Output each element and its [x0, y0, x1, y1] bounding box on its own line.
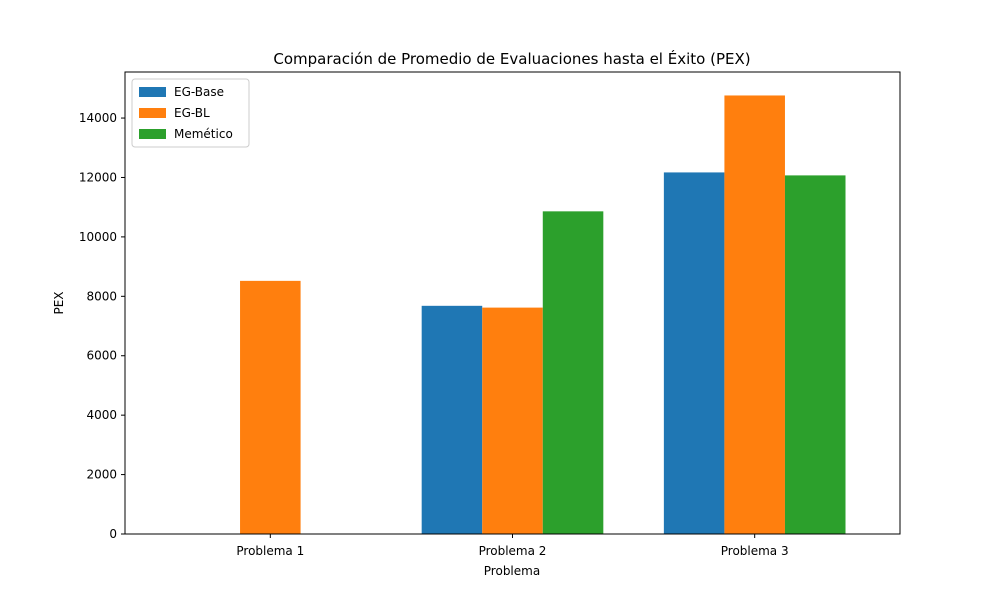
legend-swatch — [139, 87, 166, 97]
x-tick-label: Problema 1 — [236, 544, 304, 558]
y-axis-ticks: 0 2000 4000 6000 8000 10000 12000 14000 — [79, 111, 125, 541]
x-axis-label: Problema — [484, 564, 540, 578]
y-tick-label: 4000 — [86, 408, 117, 422]
y-axis-label: PEX — [52, 291, 66, 314]
legend-label: Memético — [174, 127, 233, 141]
bars-group — [240, 95, 846, 535]
plot-frame — [124, 71, 901, 535]
chart-title: Comparación de Promedio de Evaluaciones … — [273, 49, 750, 68]
y-tick-label: 6000 — [86, 349, 117, 363]
y-tick-label: 8000 — [86, 289, 117, 303]
legend-swatch — [139, 129, 166, 139]
x-tick-label: Problema 2 — [479, 544, 547, 558]
bar-mem-tico-2 — [542, 211, 604, 534]
bar-eg-bl-2 — [482, 307, 543, 534]
legend: EG-Base EG-BL Memético — [131, 78, 250, 148]
legend-swatch — [139, 108, 166, 118]
y-tick-label: 12000 — [79, 170, 117, 184]
bar-eg-base-2 — [421, 305, 483, 534]
y-tick-label: 10000 — [79, 230, 117, 244]
y-tick-label: 14000 — [79, 111, 117, 125]
x-axis-ticks: Problema 1 Problema 2 Problema 3 — [236, 534, 789, 558]
bar-eg-base-3 — [663, 172, 725, 534]
bar-eg-bl-3 — [724, 95, 785, 535]
legend-label: EG-Base — [174, 85, 224, 99]
bar-eg-bl-1 — [240, 280, 301, 534]
y-tick-label: 0 — [109, 527, 117, 541]
legend-label: EG-BL — [174, 106, 210, 120]
y-tick-label: 2000 — [86, 468, 117, 482]
x-tick-label: Problema 3 — [721, 544, 789, 558]
bar-mem-tico-3 — [784, 175, 846, 534]
